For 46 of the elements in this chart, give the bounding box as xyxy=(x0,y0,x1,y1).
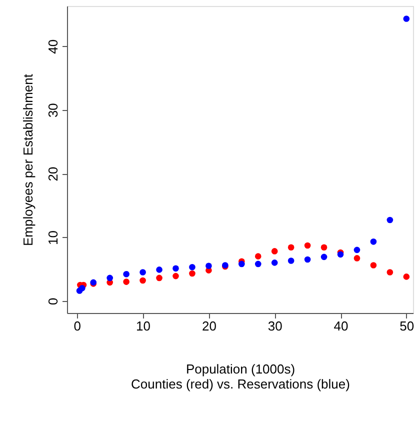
y-axis-title: Employees per Establishment xyxy=(20,74,36,246)
point xyxy=(140,277,146,284)
point xyxy=(238,260,245,268)
point xyxy=(189,264,196,270)
point xyxy=(288,244,294,251)
point xyxy=(254,260,262,268)
point xyxy=(156,274,162,282)
point xyxy=(106,274,113,282)
x-axis-title: Population (1000s) xyxy=(186,362,296,376)
point xyxy=(172,265,179,272)
y-tick-label: 30 xyxy=(46,103,60,118)
y-tick-label: 20 xyxy=(46,166,60,182)
x-tick-label: 40 xyxy=(334,318,348,334)
point xyxy=(354,246,360,254)
x-tick-label: 30 xyxy=(268,318,282,334)
point xyxy=(370,262,377,268)
x-tick-label: 50 xyxy=(400,318,414,334)
point xyxy=(78,285,86,292)
point xyxy=(320,254,328,260)
x-tick-label: 0 xyxy=(74,318,82,334)
point xyxy=(304,256,311,263)
point xyxy=(206,262,212,270)
point xyxy=(386,216,394,224)
y-tick-label: 40 xyxy=(46,39,60,54)
point xyxy=(403,274,410,280)
y-tick-label: 0 xyxy=(46,298,60,306)
point xyxy=(271,248,278,254)
point xyxy=(140,269,146,276)
point xyxy=(403,16,410,22)
point xyxy=(271,260,278,266)
point xyxy=(172,272,179,280)
point xyxy=(123,270,130,278)
text: Counties (red) vs. Reservations (blue) xyxy=(131,376,350,392)
point xyxy=(370,238,377,245)
x-tick-label: 20 xyxy=(202,318,216,334)
point xyxy=(386,269,394,276)
x-tick-label: 10 xyxy=(136,318,151,334)
point xyxy=(288,258,294,264)
point xyxy=(123,278,130,285)
point xyxy=(156,266,162,273)
point xyxy=(304,242,311,249)
point xyxy=(320,244,328,251)
y-tick-label: 10 xyxy=(46,230,60,245)
point xyxy=(189,270,196,277)
point xyxy=(354,255,360,262)
point xyxy=(254,253,262,260)
